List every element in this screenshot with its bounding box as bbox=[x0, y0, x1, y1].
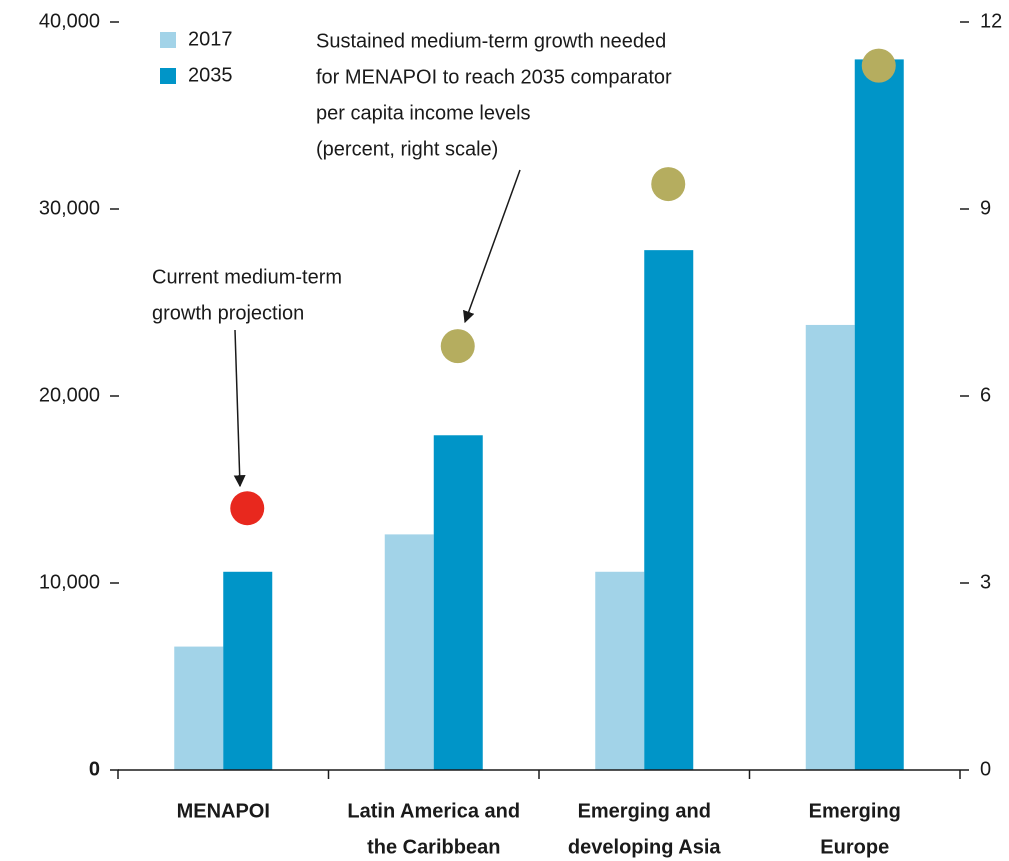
legend-label: 2035 bbox=[188, 64, 233, 86]
bar bbox=[223, 571, 273, 770]
x-tick-label: Latin America and bbox=[347, 800, 520, 822]
bar bbox=[384, 534, 434, 770]
x-tick-label: Emerging and bbox=[578, 800, 711, 822]
x-tick-label: Europe bbox=[820, 836, 889, 858]
bar bbox=[433, 435, 483, 770]
marker-dot bbox=[651, 167, 686, 202]
y2-tick-label: 12 bbox=[980, 10, 1002, 32]
annotation: (percent, right scale) bbox=[316, 138, 498, 160]
arrow bbox=[233, 329, 246, 488]
annotation: per capita income levels bbox=[316, 102, 531, 124]
y-tick-label: 40,000 bbox=[39, 10, 100, 32]
marker-dot bbox=[230, 491, 265, 526]
marker-dot bbox=[440, 329, 475, 364]
y2-tick-label: 6 bbox=[980, 384, 991, 406]
x-tick-label: developing Asia bbox=[568, 836, 722, 858]
annotation: Current medium-term bbox=[152, 266, 342, 288]
y-tick-label: 10,000 bbox=[39, 571, 100, 593]
y2-tick-label: 0 bbox=[980, 758, 991, 780]
legend-label: 2017 bbox=[188, 28, 233, 50]
x-tick-label: the Caribbean bbox=[367, 836, 500, 858]
annotation: for MENAPOI to reach 2035 comparator bbox=[316, 66, 672, 88]
legend-swatch bbox=[160, 68, 176, 84]
bar bbox=[805, 324, 855, 770]
y-tick-label: 0 bbox=[89, 758, 100, 780]
legend-swatch bbox=[160, 32, 176, 48]
y-tick-label: 30,000 bbox=[39, 197, 100, 219]
bar bbox=[854, 59, 904, 770]
bar bbox=[174, 646, 224, 770]
annotation: growth projection bbox=[152, 302, 304, 324]
x-tick-label: MENAPOI bbox=[177, 800, 270, 822]
x-tick-label: Emerging bbox=[809, 800, 901, 822]
y2-tick-label: 3 bbox=[980, 571, 991, 593]
marker-dot bbox=[861, 48, 896, 83]
annotation: Sustained medium-term growth needed bbox=[316, 30, 666, 52]
bar bbox=[595, 571, 645, 770]
arrow bbox=[463, 169, 521, 324]
bar bbox=[644, 250, 694, 770]
y-tick-label: 20,000 bbox=[39, 384, 100, 406]
y2-tick-label: 9 bbox=[980, 197, 991, 219]
